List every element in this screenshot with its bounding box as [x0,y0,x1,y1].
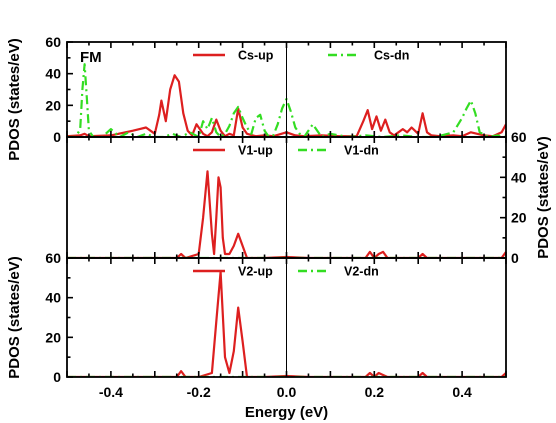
y-tick-label: 0 [53,369,61,385]
y-tick-label: 60 [45,34,61,50]
y-tick-label: 40 [45,290,61,306]
legend-label: V1-dn [344,144,379,158]
y-tick-label: 20 [511,210,527,226]
y-axis-label: PDOS (states/eV) [535,136,552,259]
x-tick-label: 0.2 [365,384,385,400]
legend-label: V2-up [238,265,273,279]
series-line-v1-up [67,170,506,258]
panel-v1: 0 20 40 60 PDOS (states/eV) V1-up V1-dn [66,129,552,266]
x-axis-label: Energy (eV) [245,404,328,421]
y-tick-label: 0 [511,250,519,266]
legend-v2: V2-up V2-dn [193,265,379,279]
legend-v1: V1-up V1-dn [193,144,379,158]
legend-label: V1-up [238,144,273,158]
x-tick-label: -0.2 [187,384,211,400]
panel-v2: 0 20 40 60 PDOS (states/eV) V2-up V2-dn [6,250,507,385]
y-tick-label: 20 [45,329,61,345]
y-axis-label: PDOS (states/eV) [6,38,23,161]
x-tick-label: 0.4 [452,384,472,400]
legend-cs: Cs-up Cs-dn [193,49,409,63]
y-tick-label: 60 [45,250,61,266]
y-tick-label: 20 [45,97,61,113]
y-axis-label: PDOS (states/eV) [6,256,23,379]
y-tick-label: 40 [45,66,61,82]
panel-cs: 0 20 40 60 PDOS (states/eV) FM Cs-up Cs-dn [6,34,507,161]
x-tick-label: -0.4 [99,384,123,400]
series-group-v1 [67,170,506,258]
y-tick-label: 40 [511,169,527,185]
y-tick-label: 60 [511,129,527,145]
x-tick-label: 0.0 [277,384,297,400]
legend-label: Cs-dn [374,49,409,63]
legend-label: V2-dn [344,265,379,279]
legend-label: Cs-up [238,49,274,63]
panel-tag: FM [80,49,102,66]
y-tick-label: 0 [53,129,61,145]
